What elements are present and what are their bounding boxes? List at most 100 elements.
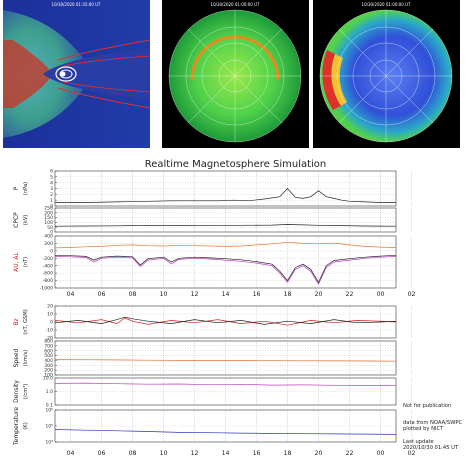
plotted-by-note: plotted by NICT [403, 426, 444, 432]
y-tick-label: -1000 [40, 286, 53, 292]
y-tick-label: 2 [50, 192, 53, 198]
y-tick-label: 0.1 [46, 403, 53, 409]
x-tick-label: 08 [129, 450, 137, 457]
y-tick-label: 10⁵ [45, 424, 53, 430]
y-axis-unit: (kV) [23, 215, 29, 226]
x-tick-label: 22 [346, 291, 354, 298]
y-tick-label: 6 [50, 169, 53, 175]
y-axis-label: Temperature [13, 407, 20, 446]
y-axis-unit: (nT) [23, 257, 29, 268]
x-tick-label: 12 [191, 291, 199, 298]
x-tick-label: 20 [315, 291, 323, 298]
x-tick-label: 14 [222, 450, 230, 457]
y-tick-label: 700 [44, 343, 53, 349]
y-tick-label: 200 [44, 368, 53, 374]
x-tick-label: 16 [253, 291, 261, 298]
x-tick-label: 06 [98, 291, 106, 298]
y-tick-label: 300 [44, 363, 53, 369]
thumb3-timestamp: 10/30/2020 01:00:00 UT [362, 2, 411, 7]
x-tick-label: 10 [160, 291, 168, 298]
y-tick-label: -600 [43, 271, 54, 277]
data-source-note: data from NOAA/SWPC [403, 420, 463, 426]
y-tick-label: 100 [44, 220, 53, 226]
x-tick-label: 22 [346, 450, 354, 457]
y-tick-label: 1 [50, 198, 53, 204]
y-axis-unit: (/cm³) [23, 384, 29, 400]
y-tick-label: 200 [44, 241, 53, 247]
y-axis-label: P [13, 186, 20, 190]
series-line-ae-au [54, 241, 397, 249]
series-line-ae-al [54, 256, 397, 286]
y-tick-label: 3 [50, 186, 53, 192]
magnetosphere-equatorial-image: 10/30/2020 01:35:00 UT [3, 0, 150, 148]
y-tick-label: 400 [44, 234, 53, 240]
x-tick-label: 18 [284, 291, 292, 298]
polar-conductance-image: 10/30/2020 01:00:00 UT [313, 0, 460, 148]
y-axis-unit: (nPa) [23, 182, 29, 195]
x-tick-label: 02 [408, 450, 416, 457]
y-tick-label: 0 [50, 204, 53, 210]
series-line-speed-0 [54, 359, 397, 362]
y-axis-label: Density [13, 380, 20, 403]
x-tick-label: 14 [222, 291, 230, 298]
y-tick-label: 500 [44, 353, 53, 359]
x-tick-label: 16 [253, 450, 261, 457]
last-update-label: Last update [403, 439, 434, 445]
x-tick-label: 02 [408, 291, 416, 298]
y-tick-label: 0 [50, 320, 53, 326]
page-title: Realtime Magnetosphere Simulation [144, 159, 327, 170]
x-tick-label: 10 [160, 450, 168, 457]
y-tick-label: 10⁴ [45, 440, 53, 446]
y-tick-label: 100 [44, 373, 53, 379]
y-tick-label: 150 [44, 215, 53, 221]
x-tick-label: 04 [67, 291, 75, 298]
polar-conductance-svg: 10/30/2020 01:00:00 UT [313, 0, 460, 148]
x-tick-label: 00 [377, 291, 385, 298]
magnetosphere-equatorial-svg: 10/30/2020 01:35:00 UT [3, 0, 150, 148]
y-axis-unit: (nT, GSM) [23, 309, 29, 335]
y-tick-label: 250 [44, 206, 53, 212]
series-line-density-0 [54, 382, 397, 387]
x-tick-label: 08 [129, 291, 137, 298]
y-tick-label: -200 [43, 256, 54, 262]
y-tick-label: -20 [45, 336, 53, 342]
y-tick-label: 200 [44, 210, 53, 216]
series-line-bz-by [54, 316, 397, 325]
not-for-publication-note: Not for publication [403, 403, 452, 409]
x-tick-label: 18 [284, 450, 292, 457]
y-axis-label: AU, AL [13, 251, 20, 271]
series-line-cpcp-0 [54, 224, 397, 227]
x-tick-label: 00 [377, 450, 385, 457]
y-tick-label: 10 [47, 312, 53, 318]
y-tick-label: 1.0 [46, 389, 53, 395]
y-tick-label: 0 [50, 230, 53, 236]
y-tick-label: 800 [44, 339, 53, 345]
series-line-p-0 [55, 187, 396, 203]
last-update-value: 2020/10/30 01:45 UT [403, 445, 459, 451]
series-line-temperature-0 [54, 429, 397, 435]
y-tick-label: 600 [44, 348, 53, 354]
polar-potential-image: 10/30/2020 01:00:00 UT [162, 0, 309, 148]
y-axis-label: CPCP [13, 212, 20, 228]
y-tick-label: 4 [50, 180, 53, 186]
y-axis-label: Bz [13, 318, 20, 325]
x-tick-label: 12 [191, 450, 199, 457]
y-tick-label: 20 [47, 304, 53, 310]
y-tick-label: 400 [44, 358, 53, 364]
polar-potential-svg: 10/30/2020 01:00:00 UT [162, 0, 309, 148]
y-axis-unit: (K) [23, 422, 29, 429]
y-axis-label: Speed [13, 348, 20, 367]
y-tick-label: 50 [47, 225, 53, 231]
y-tick-label: 5 [50, 174, 53, 180]
y-tick-label: -400 [43, 263, 54, 269]
y-tick-label: -800 [43, 278, 54, 284]
x-tick-label: 04 [67, 450, 75, 457]
x-tick-label: 06 [98, 450, 106, 457]
y-tick-label: 0 [50, 248, 53, 254]
y-tick-label: -10 [45, 328, 53, 334]
thumb2-timestamp: 10/30/2020 01:00:00 UT [211, 2, 260, 7]
y-tick-label: 10.0 [43, 376, 53, 382]
y-tick-label: 10⁶ [45, 408, 53, 414]
x-tick-label: 20 [315, 450, 323, 457]
